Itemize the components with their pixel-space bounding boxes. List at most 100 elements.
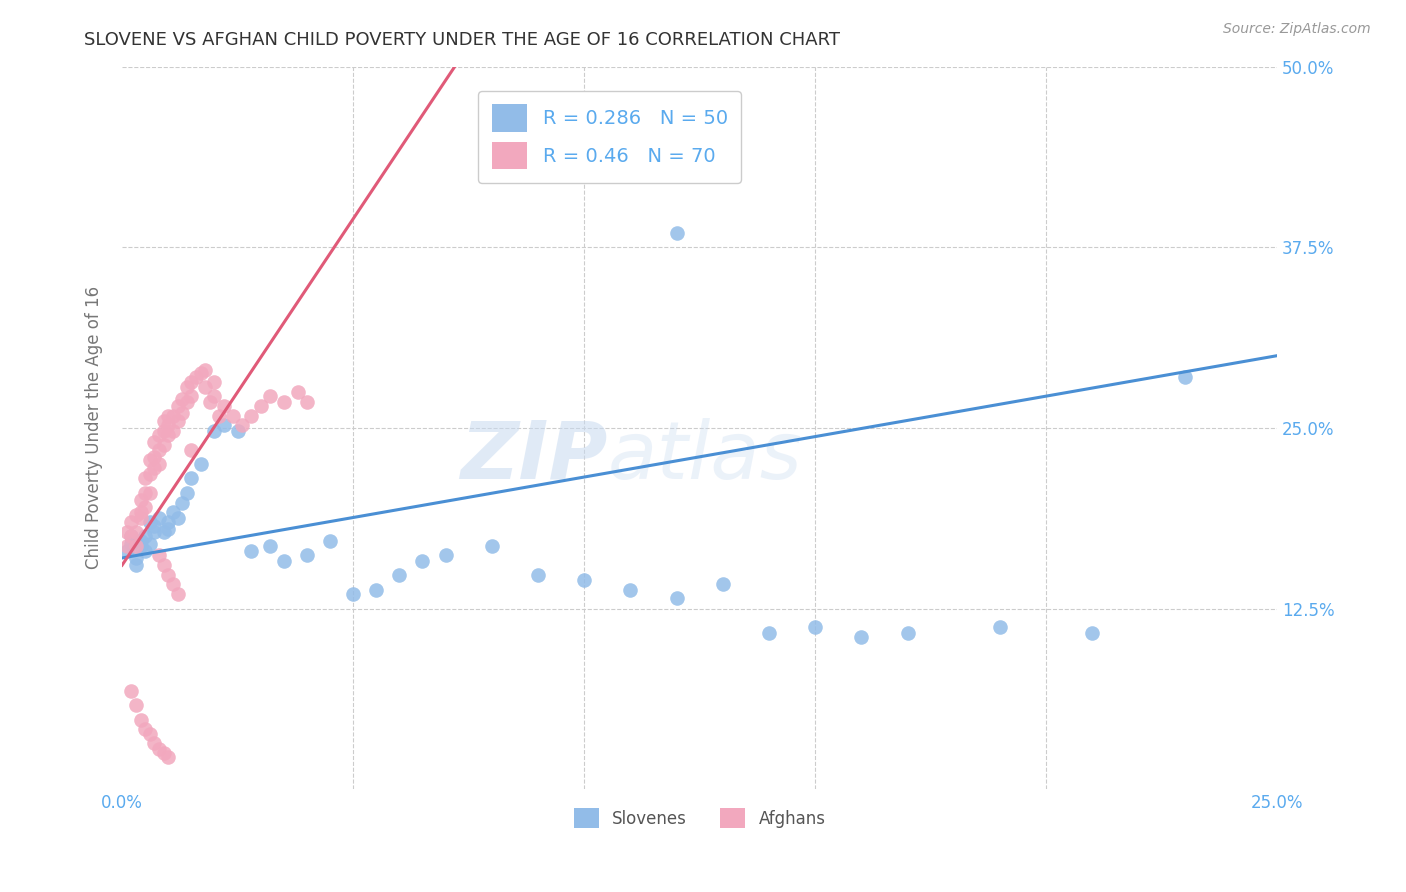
Point (180, 471, 202, 485)
Point (143, 524, 166, 539)
Point (129, 505, 152, 519)
Point (481, 540, 503, 554)
Point (134, 500, 156, 515)
Point (240, 543, 263, 558)
Point (273, 395, 295, 409)
Point (115, 524, 138, 539)
Point (148, 741, 170, 756)
Point (129, 713, 152, 727)
Point (157, 568, 180, 582)
Point (204, 389, 226, 403)
Point (295, 395, 318, 409)
Point (129, 540, 152, 554)
Point (152, 746, 174, 760)
Point (988, 620, 1011, 634)
Point (148, 510, 170, 524)
Point (212, 417, 235, 432)
Point (157, 515, 180, 529)
Point (152, 558, 174, 573)
Point (240, 409, 263, 424)
Point (249, 399, 271, 413)
Point (619, 582, 641, 597)
Point (259, 540, 281, 554)
Point (157, 409, 180, 424)
Point (125, 524, 148, 539)
Point (162, 577, 184, 591)
Point (204, 375, 226, 389)
Point (120, 529, 142, 543)
Point (204, 424, 226, 438)
Point (172, 496, 194, 510)
Point (120, 536, 142, 550)
Point (1174, 370, 1197, 384)
Point (134, 722, 156, 736)
Point (166, 587, 188, 601)
Point (148, 428, 170, 442)
Point (208, 409, 231, 424)
Point (758, 626, 780, 640)
Point (115, 540, 138, 554)
Text: ZIP: ZIP (460, 417, 607, 496)
Point (527, 568, 550, 582)
Point (176, 395, 198, 409)
Point (222, 409, 245, 424)
Point (148, 548, 170, 562)
Point (172, 407, 194, 421)
Point (125, 698, 148, 713)
Point (143, 461, 166, 475)
Point (804, 620, 827, 634)
Point (120, 684, 142, 698)
Point (198, 395, 221, 409)
Point (120, 529, 142, 543)
Point (125, 558, 148, 573)
Point (152, 414, 174, 428)
Text: Source: ZipAtlas.com: Source: ZipAtlas.com (1223, 22, 1371, 37)
Point (226, 424, 249, 438)
Point (273, 554, 295, 568)
Point (665, 226, 688, 240)
Point (259, 389, 281, 403)
Point (139, 486, 162, 500)
Point (134, 486, 156, 500)
Point (125, 508, 148, 522)
Point (665, 591, 688, 606)
Point (184, 370, 207, 384)
Point (157, 750, 180, 764)
Text: SLOVENE VS AFGHAN CHILD POVERTY UNDER THE AGE OF 16 CORRELATION CHART: SLOVENE VS AFGHAN CHILD POVERTY UNDER TH… (84, 31, 841, 49)
Point (851, 631, 873, 645)
Point (148, 442, 170, 457)
Point (162, 505, 184, 519)
Point (287, 384, 309, 399)
Point (166, 414, 188, 428)
Point (411, 554, 433, 568)
Point (134, 529, 156, 543)
Point (148, 457, 170, 471)
Point (139, 452, 162, 467)
Point (176, 380, 198, 394)
Point (162, 409, 184, 424)
Point (180, 375, 202, 389)
Point (180, 389, 202, 403)
Point (125, 540, 148, 554)
Point (152, 438, 174, 452)
Point (342, 587, 364, 601)
Point (120, 515, 142, 529)
Point (212, 399, 235, 413)
Point (176, 486, 198, 500)
Point (190, 366, 212, 380)
Point (139, 536, 162, 550)
Point (194, 380, 217, 394)
Point (190, 457, 212, 471)
Point (1081, 626, 1104, 640)
Point (157, 417, 180, 432)
Point (129, 533, 152, 548)
Point (129, 493, 152, 508)
Point (139, 727, 162, 741)
Point (897, 626, 920, 640)
Point (143, 435, 166, 450)
Point (180, 442, 202, 457)
Point (125, 551, 148, 566)
Point (143, 519, 166, 533)
Point (388, 568, 411, 582)
Point (166, 399, 188, 413)
